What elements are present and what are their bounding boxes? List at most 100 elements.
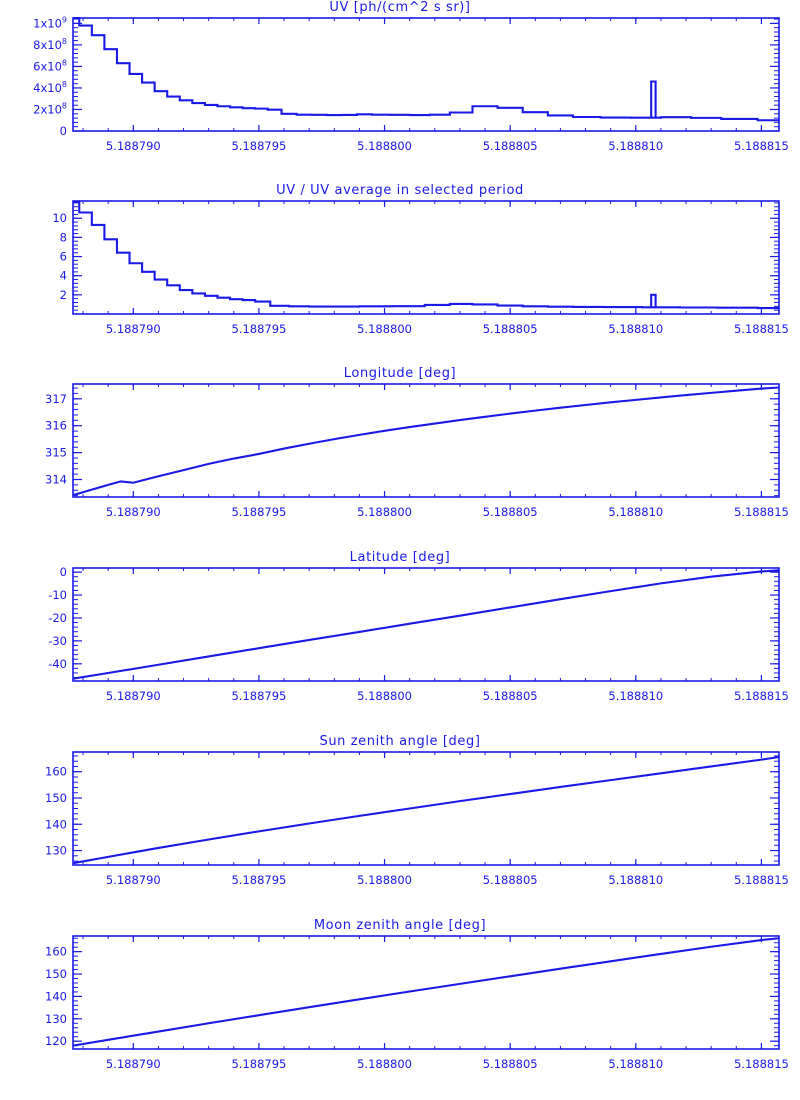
y-tick-label: 160 <box>45 765 67 779</box>
y-tick-label: 0 <box>60 124 67 138</box>
data-spike <box>650 293 657 308</box>
x-tick-label: 5.188795 <box>231 505 286 519</box>
y-tick-label: 1x109 <box>33 15 67 30</box>
plot-svg-latitude: 5.188790 5.188795 5.188800 5.188805 5.188810… <box>48 565 789 703</box>
panel-latitude: Latitude [deg] 5.188790 5.188795 5.188800 5… <box>0 550 800 720</box>
plot-svg-uv-ratio: 5.188790 5.188795 5.188800 5.188805 5.188810… <box>52 200 789 336</box>
y-tick-label: 316 <box>45 419 67 433</box>
x-tick-label: 5.188810 <box>608 322 663 336</box>
plot-svg-uv: 5.188790 5.188795 5.188800 5.188805 5.188810… <box>33 15 789 153</box>
y-tick-label: 130 <box>45 1012 67 1026</box>
panel-uv-ratio: UV / UV average in selected period 5.188… <box>0 183 800 353</box>
y-tick-label: 4 <box>60 269 67 283</box>
plot-frame <box>72 17 780 132</box>
y-tick-label: 6x108 <box>33 58 67 73</box>
y-tick-label: 140 <box>45 817 67 831</box>
x-tick-label: 5.188790 <box>106 873 161 887</box>
panel-uv: UV [ph/(cm^2 s sr)] 5.188790 5.188795 5.18… <box>0 0 800 170</box>
x-tick-label: 5.188815 <box>734 139 789 153</box>
y-tick-label: 140 <box>45 989 67 1003</box>
panel-title-sun-zenith: Sun zenith angle [deg] <box>319 734 481 749</box>
y-tick-label: 150 <box>45 967 67 981</box>
x-tick-label: 5.188815 <box>734 505 789 519</box>
y-tick-label: -10 <box>48 588 67 602</box>
data-series-line <box>72 386 780 497</box>
x-tick-label: 5.188810 <box>608 505 663 519</box>
plot-svg-sun-zenith: 5.188790 5.188795 5.188800 5.188805 5.188810… <box>45 751 789 887</box>
x-tick-label: 5.188800 <box>357 139 412 153</box>
x-tick-label: 5.188810 <box>608 139 663 153</box>
y-tick-label: 317 <box>45 392 67 406</box>
plot-area-longitude: 5.188790 5.188795 5.188800 5.188805 5.188810… <box>0 366 800 536</box>
data-series-line <box>72 755 780 865</box>
x-tick-label: 5.188805 <box>483 322 538 336</box>
x-tick-label: 5.188810 <box>608 689 663 703</box>
plot-frame <box>72 751 780 866</box>
plot-area-moon-zenith: 5.188790 5.188795 5.188800 5.188805 5.188810… <box>0 918 800 1088</box>
x-tick-label: 5.188795 <box>231 139 286 153</box>
x-tick-label: 5.188800 <box>357 689 412 703</box>
data-series-line <box>72 569 780 680</box>
x-tick-label: 5.188805 <box>483 689 538 703</box>
x-tick-label: 5.188790 <box>106 505 161 519</box>
panel-longitude: Longitude [deg] 5.188790 5.188795 5.188800… <box>0 366 800 536</box>
y-tick-label: 150 <box>45 791 67 805</box>
data-series-line <box>72 937 780 1047</box>
y-tick-label: 4x108 <box>33 80 67 95</box>
panel-title-uv: UV [ph/(cm^2 s sr)] <box>329 0 471 15</box>
data-series-line <box>73 200 779 310</box>
x-tick-label: 5.188815 <box>734 689 789 703</box>
panel-moon-zenith: Moon zenith angle [deg] 5.188790 5.188795… <box>0 918 800 1088</box>
plot-frame <box>72 200 780 315</box>
y-tick-label: 130 <box>45 844 67 858</box>
y-tick-label: 315 <box>45 446 67 460</box>
x-tick-label: 5.188815 <box>734 322 789 336</box>
panel-title-longitude: Longitude [deg] <box>343 366 457 381</box>
y-tick-label: 8x108 <box>33 37 67 52</box>
y-tick-label: 160 <box>45 945 67 959</box>
plot-area-uv: 5.188790 5.188795 5.188800 5.188805 5.188810… <box>0 0 800 170</box>
plot-area-sun-zenith: 5.188790 5.188795 5.188800 5.188805 5.188810… <box>0 734 800 904</box>
y-tick-label: 2x108 <box>33 101 67 116</box>
y-tick-label: -40 <box>48 657 67 671</box>
data-series-line <box>73 16 779 122</box>
data-spike <box>650 80 657 118</box>
y-tick-label: 8 <box>60 230 67 244</box>
x-tick-label: 5.188810 <box>608 873 663 887</box>
x-tick-label: 5.188800 <box>357 1057 412 1071</box>
y-tick-label: 2 <box>60 288 67 302</box>
x-tick-label: 5.188815 <box>734 1057 789 1071</box>
x-tick-label: 5.188800 <box>357 505 412 519</box>
panel-title-uv-ratio: UV / UV average in selected period <box>276 183 524 198</box>
plot-area-latitude: 5.188790 5.188795 5.188800 5.188805 5.188810… <box>0 550 800 720</box>
y-tick-label: 10 <box>52 211 67 225</box>
plot-svg-moon-zenith: 5.188790 5.188795 5.188800 5.188805 5.188810… <box>45 935 789 1071</box>
x-tick-label: 5.188805 <box>483 139 538 153</box>
plot-frame <box>72 383 780 498</box>
y-tick-label: 0 <box>60 565 67 579</box>
panel-sun-zenith: Sun zenith angle [deg] 5.188790 5.188795 5… <box>0 734 800 904</box>
x-tick-label: 5.188805 <box>483 873 538 887</box>
x-tick-label: 5.188805 <box>483 1057 538 1071</box>
x-tick-label: 5.188800 <box>357 322 412 336</box>
x-tick-label: 5.188810 <box>608 1057 663 1071</box>
panel-title-moon-zenith: Moon zenith angle [deg] <box>313 918 487 933</box>
plot-area-uv-ratio: 5.188790 5.188795 5.188800 5.188805 5.188810… <box>0 183 800 353</box>
x-tick-label: 5.188795 <box>231 1057 286 1071</box>
plot-frame <box>72 935 780 1050</box>
plot-svg-longitude: 5.188790 5.188795 5.188800 5.188805 5.188810… <box>45 383 789 519</box>
panel-title-latitude: Latitude [deg] <box>349 550 451 565</box>
x-tick-label: 5.188795 <box>231 322 286 336</box>
y-tick-label: 314 <box>45 473 67 487</box>
y-tick-label: -30 <box>48 634 67 648</box>
x-tick-label: 5.188790 <box>106 322 161 336</box>
x-tick-label: 5.188815 <box>734 873 789 887</box>
x-tick-label: 5.188790 <box>106 1057 161 1071</box>
y-tick-label: 120 <box>45 1034 67 1048</box>
y-tick-label: 6 <box>60 250 67 264</box>
x-tick-label: 5.188800 <box>357 873 412 887</box>
plot-frame <box>72 567 780 682</box>
x-tick-label: 5.188790 <box>106 139 161 153</box>
x-tick-label: 5.188790 <box>106 689 161 703</box>
